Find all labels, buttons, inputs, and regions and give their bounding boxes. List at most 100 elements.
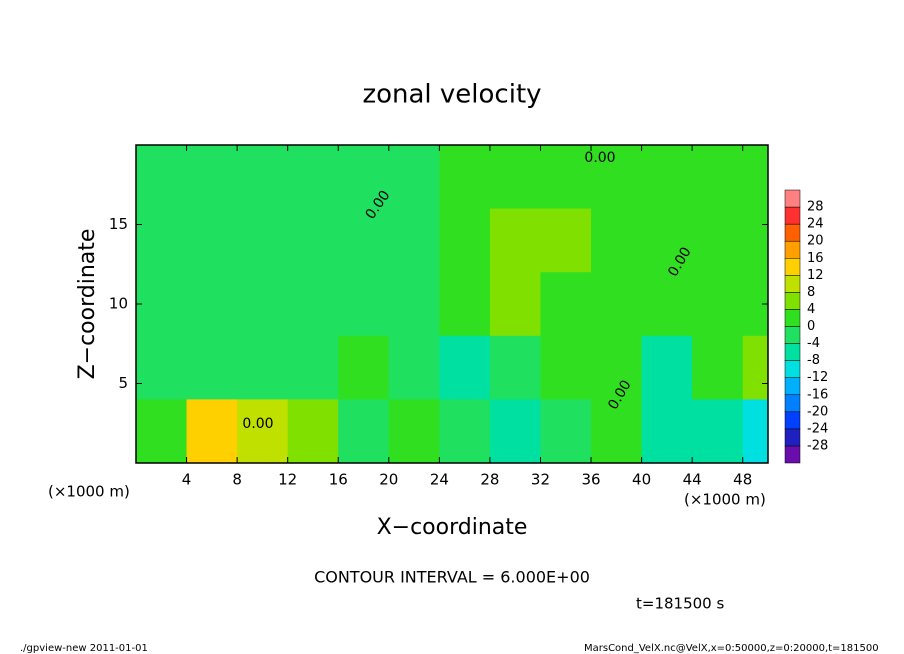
cell xyxy=(439,208,491,273)
footer: MarsCond_VelX.nc@VelX,x=0:50000,z=0:2000… xyxy=(584,643,879,654)
cell xyxy=(692,335,744,400)
colorbar-label: -20 xyxy=(807,404,828,419)
colorbar-label: 16 xyxy=(807,251,824,266)
cell xyxy=(136,335,188,400)
cell xyxy=(388,335,440,400)
cell xyxy=(692,145,744,210)
colorbar-box xyxy=(784,428,801,447)
x-tick-label: 44 xyxy=(683,471,702,489)
cell xyxy=(489,335,541,400)
colorbar-label: -24 xyxy=(807,421,828,436)
cell xyxy=(692,272,744,337)
cell xyxy=(287,272,339,337)
colorbar-box xyxy=(784,360,801,378)
x-tick-label: 48 xyxy=(733,471,752,489)
cell xyxy=(388,272,440,337)
cell xyxy=(338,208,390,273)
x-unit: (×1000 m) xyxy=(48,483,130,501)
colorbar-box xyxy=(784,377,801,395)
cell xyxy=(489,399,541,463)
y-tick-label: 10 xyxy=(109,295,128,313)
x-tick-label: 16 xyxy=(329,471,348,489)
cell xyxy=(287,208,339,273)
cell xyxy=(692,399,744,463)
colorbar-label: 20 xyxy=(807,234,824,249)
colorbar-box xyxy=(784,394,801,413)
colorbar-box xyxy=(784,326,801,344)
colorbar-label: -8 xyxy=(807,353,820,368)
cell xyxy=(136,272,188,337)
cell xyxy=(742,335,768,400)
y-tick-label: 5 xyxy=(118,374,128,392)
colorbar-box xyxy=(784,309,801,327)
cell xyxy=(439,335,491,400)
cell xyxy=(540,145,592,210)
time-label: t=181500 s xyxy=(636,595,724,613)
cell xyxy=(338,145,390,210)
cell xyxy=(540,399,592,463)
cell xyxy=(136,208,188,273)
contour-interval: CONTOUR INTERVAL = 6.000E+00 xyxy=(314,568,590,587)
x-tick-label: 12 xyxy=(278,471,297,489)
cell xyxy=(136,145,188,210)
chart-title: zonal velocity xyxy=(362,80,541,110)
x-tick-label: 4 xyxy=(182,471,192,489)
cell xyxy=(591,335,643,400)
y-axis-label: Z−coordinate xyxy=(75,229,100,380)
cell xyxy=(439,145,491,210)
x-tick-label: 24 xyxy=(430,471,449,489)
cell xyxy=(641,399,693,463)
x-axis-label: X−coordinate xyxy=(377,515,528,540)
x-tick-label: 8 xyxy=(232,471,242,489)
colorbar-label: -16 xyxy=(807,387,828,402)
x-unit: (×1000 m) xyxy=(684,491,766,509)
field xyxy=(136,145,768,463)
cell xyxy=(237,399,289,463)
footer: ./gpview-new 2011-01-01 xyxy=(20,643,148,654)
colorbar-label: 12 xyxy=(807,268,824,283)
colorbar-box xyxy=(784,445,801,464)
cell xyxy=(186,145,238,210)
y-tick-label: 15 xyxy=(109,215,128,233)
x-tick-label: 32 xyxy=(531,471,550,489)
x-tick-label: 28 xyxy=(480,471,499,489)
colorbar-box xyxy=(784,223,801,242)
cell xyxy=(742,208,768,273)
cell xyxy=(641,335,693,400)
cell xyxy=(388,145,440,210)
colorbar-label: 0 xyxy=(807,319,815,334)
cell xyxy=(591,272,643,337)
cell xyxy=(186,335,238,400)
colorbar-box xyxy=(784,343,801,361)
cell xyxy=(591,145,643,210)
colorbar-label: -12 xyxy=(807,370,828,385)
colorbar-label: 4 xyxy=(807,302,815,317)
cell xyxy=(338,335,390,400)
cell xyxy=(591,208,643,273)
colorbar-label: 8 xyxy=(807,285,815,300)
cell xyxy=(439,399,491,463)
cell xyxy=(439,272,491,337)
cell xyxy=(641,208,693,273)
colorbar-box xyxy=(784,240,801,259)
colorbar-box xyxy=(784,292,801,310)
x-tick-label: 40 xyxy=(632,471,651,489)
cell xyxy=(338,272,390,337)
cell xyxy=(338,399,390,463)
cell xyxy=(540,335,592,400)
x-tick-label: 20 xyxy=(379,471,398,489)
cell xyxy=(186,399,238,463)
cell xyxy=(742,145,768,210)
cell xyxy=(237,208,289,273)
colorbar-label: -28 xyxy=(807,438,828,453)
cell xyxy=(591,399,643,463)
colorbar-box xyxy=(784,275,801,293)
cell xyxy=(641,272,693,337)
cell xyxy=(287,145,339,210)
cell xyxy=(742,399,768,463)
contour-label: 0.00 xyxy=(584,150,615,166)
cell xyxy=(136,399,188,463)
colorbar-label: 28 xyxy=(807,200,824,215)
colorbar-label: 24 xyxy=(807,217,824,232)
